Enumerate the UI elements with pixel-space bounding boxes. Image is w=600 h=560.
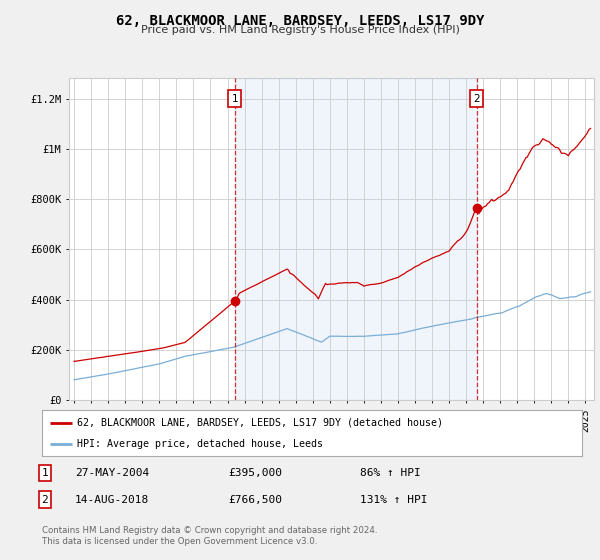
Text: 62, BLACKMOOR LANE, BARDSEY, LEEDS, LS17 9DY: 62, BLACKMOOR LANE, BARDSEY, LEEDS, LS17… <box>116 14 484 28</box>
Text: 1: 1 <box>232 94 238 104</box>
Text: 14-AUG-2018: 14-AUG-2018 <box>75 494 149 505</box>
Text: 86% ↑ HPI: 86% ↑ HPI <box>360 468 421 478</box>
Text: 62, BLACKMOOR LANE, BARDSEY, LEEDS, LS17 9DY (detached house): 62, BLACKMOOR LANE, BARDSEY, LEEDS, LS17… <box>77 418 443 428</box>
Text: £766,500: £766,500 <box>228 494 282 505</box>
Text: 131% ↑ HPI: 131% ↑ HPI <box>360 494 427 505</box>
Text: 2: 2 <box>41 494 49 505</box>
Text: 27-MAY-2004: 27-MAY-2004 <box>75 468 149 478</box>
Bar <box>235 78 477 400</box>
Text: £395,000: £395,000 <box>228 468 282 478</box>
Text: HPI: Average price, detached house, Leeds: HPI: Average price, detached house, Leed… <box>77 439 323 449</box>
Text: 2: 2 <box>473 94 480 104</box>
Text: Price paid vs. HM Land Registry's House Price Index (HPI): Price paid vs. HM Land Registry's House … <box>140 25 460 35</box>
Text: 1: 1 <box>41 468 49 478</box>
Text: Contains HM Land Registry data © Crown copyright and database right 2024.
This d: Contains HM Land Registry data © Crown c… <box>42 526 377 546</box>
